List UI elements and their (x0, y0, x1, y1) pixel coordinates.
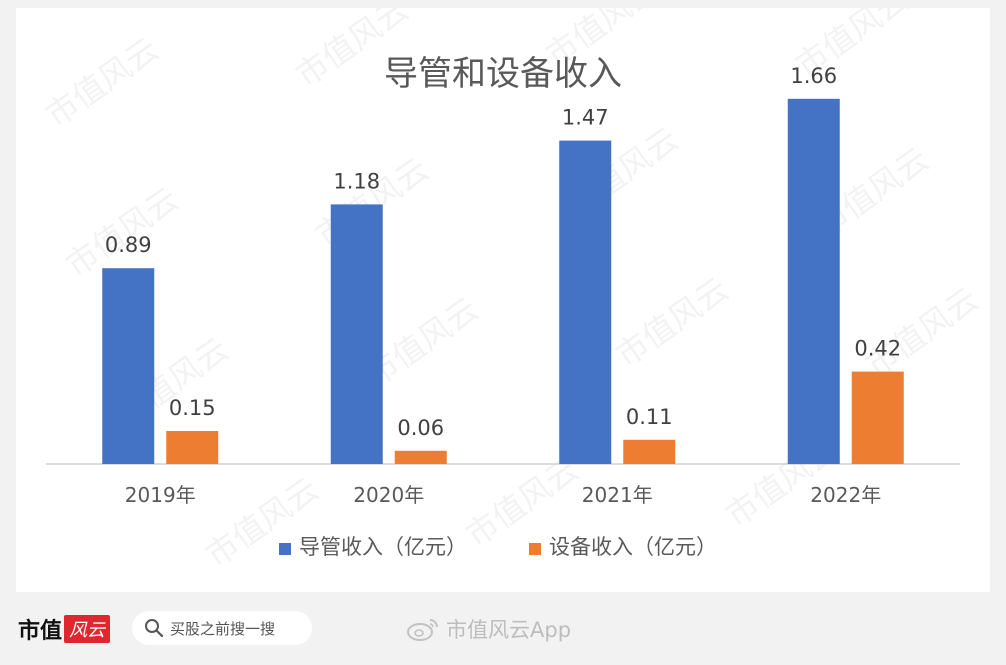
bar-catheter-0 (102, 268, 155, 464)
bar-equipment-0 (166, 431, 219, 464)
x-tick-label-3: 2022年 (810, 483, 881, 507)
bar-equipment-1 (394, 450, 447, 464)
data-label-catheter-3: 1.66 (790, 64, 837, 88)
x-tick-label-2: 2021年 (582, 483, 653, 507)
brand-text: 市值 (18, 618, 63, 644)
weibo-icon (407, 619, 438, 641)
x-tick-label-1: 2020年 (353, 483, 424, 507)
data-label-equipment-0: 0.15 (169, 396, 216, 420)
search-box[interactable]: 买股之前搜一搜 (132, 611, 312, 645)
bar-catheter-1 (330, 204, 383, 464)
watermark-text: 市值风云 (39, 30, 166, 135)
chart-card: 市值风云 市值风云 市值风云 市值风云 市值风云 市值风云 市值风云 市值风云 市值风云 市值风云… (16, 8, 990, 592)
bar-equipment-3 (851, 371, 904, 464)
brand-logo-badge: 风云 (64, 615, 111, 643)
legend-label-0: 导管收入（亿元） (299, 535, 467, 559)
data-label-equipment-1: 0.06 (397, 416, 444, 440)
bar-catheter-2 (559, 140, 612, 464)
watermark-text: 市值风云 (859, 280, 986, 385)
search-icon (145, 619, 164, 638)
brand-logo[interactable]: 市值 风云 (18, 613, 111, 645)
legend-swatch-1 (529, 543, 541, 555)
bar-catheter-3 (787, 98, 840, 465)
bar-equipment-2 (623, 439, 676, 464)
x-tick-label-0: 2019年 (125, 483, 196, 507)
app-label: 市值风云App (446, 618, 572, 642)
chart-title: 导管和设备收入 (384, 54, 622, 94)
watermark-text: 市值风云 (609, 270, 736, 375)
app-watermark: 市值风云App (406, 612, 571, 646)
search-placeholder: 买股之前搜一搜 (170, 619, 276, 638)
data-label-equipment-3: 0.42 (854, 337, 901, 361)
footer-bar: 市值 风云 买股之前搜一搜 市值风云App (0, 592, 1006, 665)
legend-swatch-0 (279, 543, 291, 555)
data-label-catheter-0: 0.89 (105, 233, 152, 257)
data-label-catheter-2: 1.47 (562, 106, 609, 130)
data-label-catheter-1: 1.18 (333, 169, 380, 193)
legend-label-1: 设备收入（亿元） (549, 535, 717, 559)
data-label-equipment-2: 0.11 (626, 405, 673, 429)
